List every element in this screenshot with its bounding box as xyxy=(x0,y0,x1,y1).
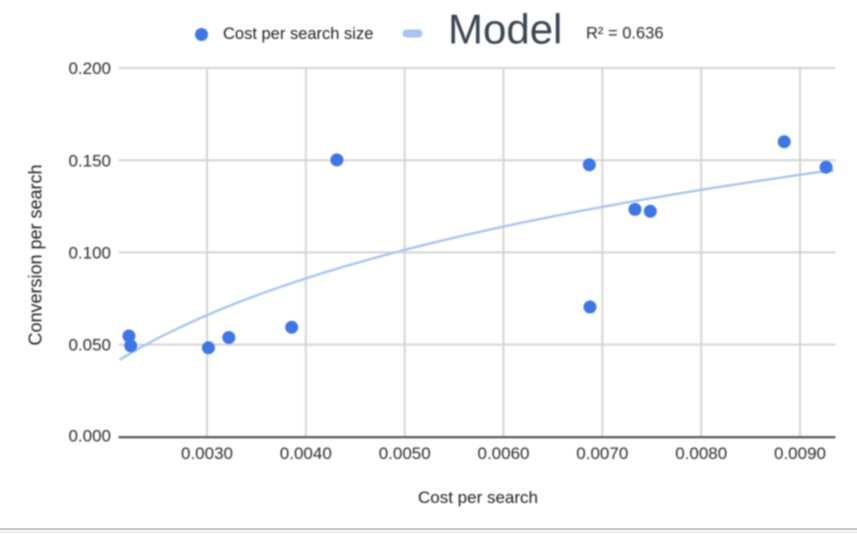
svg-text:Cost per search: Cost per search xyxy=(418,488,538,507)
svg-text:0.150: 0.150 xyxy=(68,151,111,170)
svg-text:Conversion per search: Conversion per search xyxy=(26,164,46,345)
svg-text:0.0090: 0.0090 xyxy=(774,444,826,463)
svg-text:R² = 0.636: R² = 0.636 xyxy=(586,25,664,43)
svg-text:0.0070: 0.0070 xyxy=(576,444,628,463)
svg-text:0.0040: 0.0040 xyxy=(280,444,332,463)
svg-text:0.0030: 0.0030 xyxy=(181,444,233,463)
svg-text:0.050: 0.050 xyxy=(68,335,111,354)
svg-text:Model: Model xyxy=(448,6,562,53)
svg-text:0.0060: 0.0060 xyxy=(478,444,530,463)
svg-text:0.0080: 0.0080 xyxy=(675,444,727,463)
svg-text:Cost per search size: Cost per search size xyxy=(223,25,373,43)
svg-text:0.100: 0.100 xyxy=(68,243,111,262)
svg-text:0.200: 0.200 xyxy=(68,59,111,78)
svg-text:0.000: 0.000 xyxy=(68,427,111,446)
svg-text:0.0050: 0.0050 xyxy=(379,444,431,463)
